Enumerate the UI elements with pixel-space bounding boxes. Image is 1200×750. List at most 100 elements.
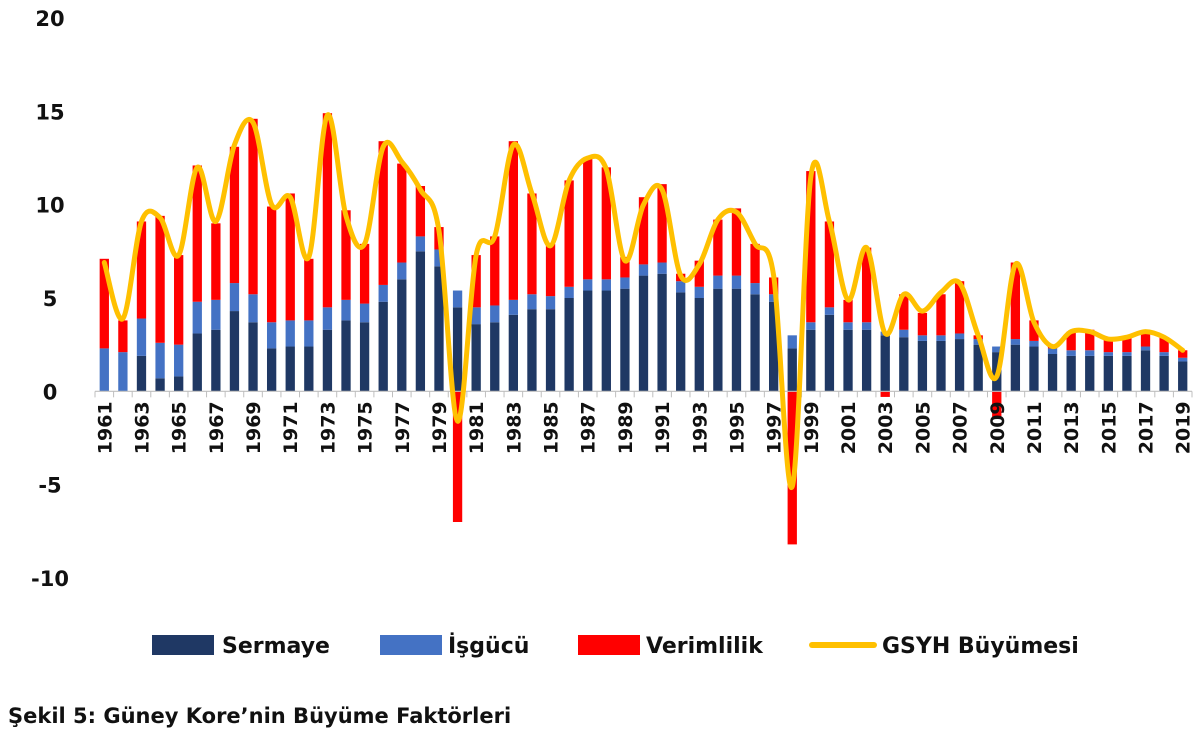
bar-verimlilik-1977 bbox=[397, 163, 407, 263]
bar-i-g-c-2014 bbox=[1085, 350, 1095, 356]
bar-verimlilik-2013 bbox=[1066, 331, 1076, 351]
bar-sermaye-1963 bbox=[136, 355, 147, 392]
bar-verimlilik-1973 bbox=[322, 113, 333, 308]
bar-sermaye-1974 bbox=[341, 320, 351, 392]
bar-verimlilik-2015 bbox=[1103, 339, 1113, 353]
bar-i-g-c-1965 bbox=[174, 344, 184, 377]
bar-verimlilik-2016 bbox=[1122, 337, 1132, 353]
bar-verimlilik-1993 bbox=[694, 260, 704, 287]
bar-i-g-c-2004 bbox=[899, 329, 909, 338]
bar-verimlilik-1982 bbox=[490, 236, 500, 306]
bar-verimlilik-1996 bbox=[750, 243, 760, 284]
bar-sermaye-1981 bbox=[471, 324, 481, 392]
bar-sermaye-1976 bbox=[378, 301, 388, 392]
x-tick-label: 1961 bbox=[94, 401, 116, 454]
bar-sermaye-1979 bbox=[434, 266, 444, 392]
bar-sermaye-1996 bbox=[750, 294, 760, 392]
bar-verimlilik-1966 bbox=[192, 165, 202, 302]
bar-i-g-c-1985 bbox=[545, 296, 556, 310]
bar-i-g-c-1972 bbox=[304, 320, 314, 347]
x-tick-label: 2005 bbox=[912, 401, 934, 454]
y-tick-label: 10 bbox=[35, 194, 64, 218]
bar-i-g-c-2019 bbox=[1178, 357, 1188, 362]
bar-sermaye-1998 bbox=[787, 348, 797, 392]
bar-verimlilik-2009 bbox=[992, 391, 1002, 418]
x-tick-label: 1985 bbox=[541, 401, 563, 454]
bar-verimlilik-1967 bbox=[211, 223, 221, 300]
bar-sermaye-2006 bbox=[936, 340, 946, 392]
bar-verimlilik-1988 bbox=[601, 167, 611, 280]
bar-sermaye-1977 bbox=[397, 279, 407, 392]
x-tick-label: 1975 bbox=[355, 401, 377, 454]
bar-i-g-c-2013 bbox=[1066, 350, 1076, 356]
x-tick-label: 1971 bbox=[280, 401, 302, 454]
bar-verimlilik-2011 bbox=[1029, 320, 1039, 341]
bar-sermaye-1972 bbox=[304, 346, 314, 392]
bar-verimlilik-2002 bbox=[861, 247, 872, 323]
bar-i-g-c-2015 bbox=[1103, 352, 1113, 356]
bar-sermaye-1994 bbox=[713, 288, 723, 392]
y-tick-label: -10 bbox=[31, 567, 69, 591]
bar-verimlilik-1961 bbox=[99, 258, 109, 349]
bar-verimlilik-2006 bbox=[936, 294, 946, 336]
bar-i-g-c-1961 bbox=[99, 348, 109, 392]
bar-sermaye-1980 bbox=[452, 307, 463, 392]
bar-verimlilik-1963 bbox=[136, 221, 147, 319]
bar-i-g-c-1990 bbox=[638, 264, 649, 276]
x-tick-label: 2007 bbox=[950, 401, 972, 454]
bar-sermaye-2008 bbox=[973, 344, 983, 392]
bar-verimlilik-1969 bbox=[248, 118, 258, 295]
bar-sermaye-2001 bbox=[843, 329, 853, 392]
bar-i-g-c-1969 bbox=[248, 294, 258, 323]
x-tick-label: 1997 bbox=[764, 401, 786, 454]
bar-verimlilik-1974 bbox=[341, 210, 351, 300]
bar-i-g-c-1984 bbox=[527, 294, 537, 310]
x-tick-label: 1979 bbox=[429, 401, 451, 454]
bar-verimlilik-2017 bbox=[1140, 331, 1151, 347]
x-axis: 1961 1963 1965 1967 1969 1971 1973 1975 1977 1979… bbox=[94, 390, 1195, 454]
x-tick-label: 1991 bbox=[652, 401, 674, 454]
bar-i-g-c-1986 bbox=[564, 286, 574, 298]
x-tick-label: 1963 bbox=[131, 401, 153, 454]
bar-i-g-c-1977 bbox=[397, 262, 407, 280]
x-tick-label: 2013 bbox=[1061, 401, 1083, 454]
legend-label: GSYH Büyümesi bbox=[882, 634, 1079, 659]
bar-i-g-c-2011 bbox=[1029, 340, 1039, 347]
bar-i-g-c-2001 bbox=[843, 322, 853, 330]
y-tick-label: 15 bbox=[35, 100, 64, 124]
x-tick-label: 1977 bbox=[392, 401, 414, 454]
x-tick-label: 1967 bbox=[206, 401, 228, 454]
bar-verimlilik-1985 bbox=[545, 243, 556, 297]
bar-sermaye-1969 bbox=[248, 322, 258, 392]
x-tick-label: 1987 bbox=[578, 401, 600, 454]
bar-i-g-c-1998 bbox=[787, 335, 797, 349]
x-tick-label: 1965 bbox=[169, 401, 191, 454]
bar-verimlilik-2014 bbox=[1085, 329, 1095, 351]
bar-sermaye-2003 bbox=[880, 335, 890, 392]
bar-sermaye-1989 bbox=[620, 288, 630, 392]
bar-verimlilik-1968 bbox=[229, 146, 240, 284]
bar-i-g-c-1983 bbox=[508, 299, 518, 315]
bar-verimlilik-1972 bbox=[304, 258, 314, 321]
bar-verimlilik-1989 bbox=[620, 256, 630, 278]
bar-sermaye-2013 bbox=[1066, 355, 1076, 392]
bar-verimlilik-2005 bbox=[917, 312, 928, 336]
bar-i-g-c-2007 bbox=[954, 333, 965, 340]
bar-verimlilik-1994 bbox=[713, 219, 723, 276]
bar-verimlilik-1978 bbox=[415, 186, 426, 237]
bar-verimlilik-2019 bbox=[1178, 350, 1188, 358]
bar-sermaye-2019 bbox=[1178, 361, 1188, 392]
legend-label: Sermaye bbox=[222, 634, 330, 659]
bar-sermaye-1968 bbox=[229, 311, 240, 392]
bar-i-g-c-1987 bbox=[583, 279, 593, 291]
bar-verimlilik-1999 bbox=[806, 171, 816, 323]
figure-caption: Şekil 5: Güney Kore’nin Büyüme Faktörler… bbox=[8, 704, 512, 728]
bar-sermaye-1997 bbox=[769, 301, 779, 392]
legend: Sermaye İşgücü Verimlilik GSYH Büyümesi bbox=[152, 633, 1079, 659]
bar-verimlilik-2004 bbox=[899, 294, 909, 330]
bar-sermaye-2012 bbox=[1047, 354, 1058, 392]
x-tick-label: 1981 bbox=[466, 401, 488, 454]
bar-sermaye-2007 bbox=[954, 339, 965, 392]
bar-verimlilik-1964 bbox=[155, 215, 165, 343]
legend-swatch-verimlilik bbox=[578, 635, 640, 655]
